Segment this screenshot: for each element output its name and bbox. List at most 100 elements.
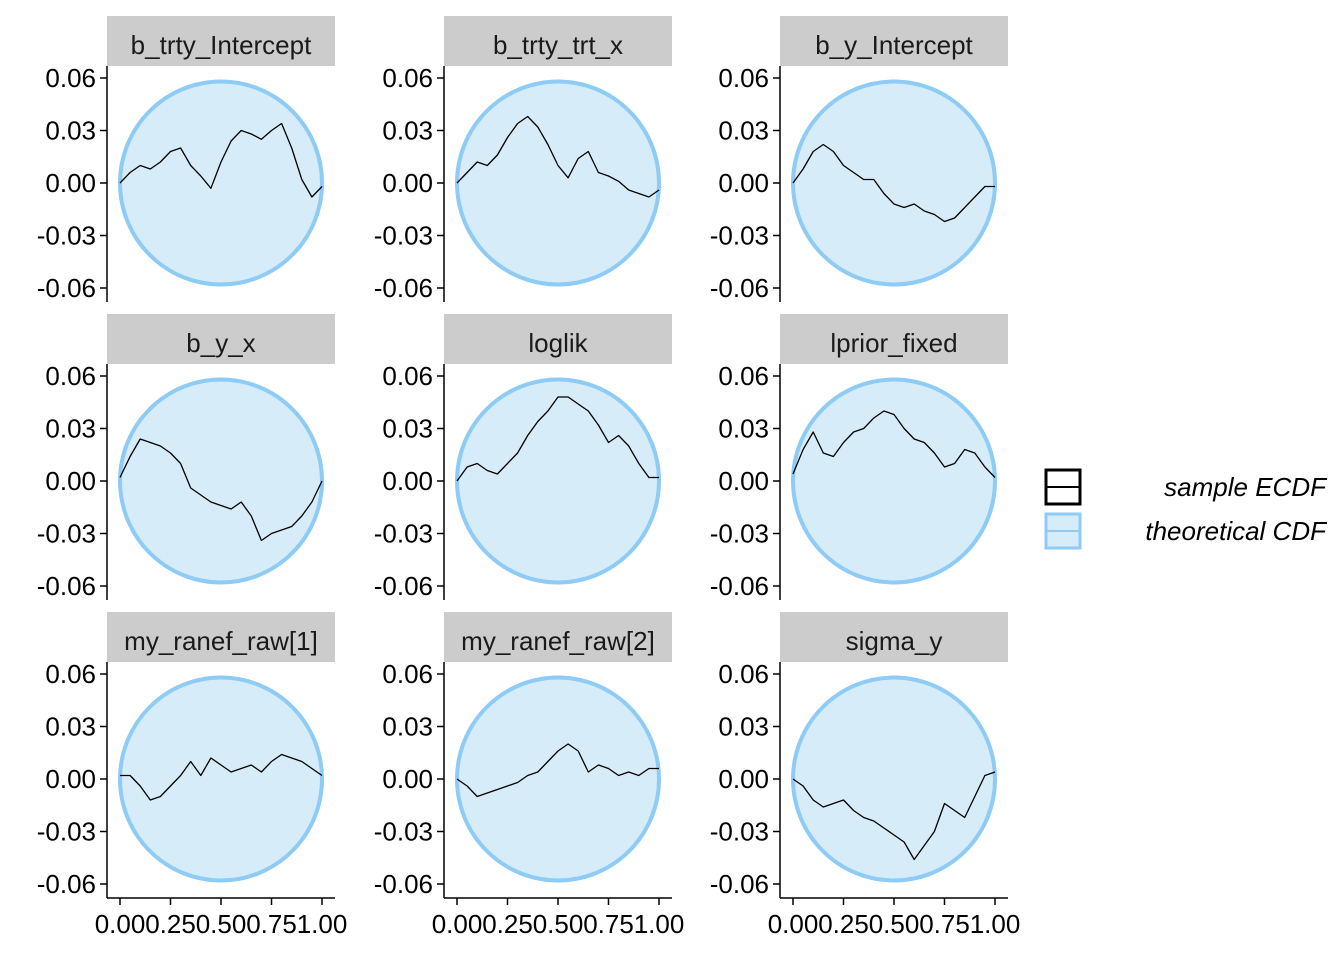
y-tick-label: 0.06 xyxy=(45,659,96,689)
y-tick-label: 0.00 xyxy=(45,466,96,496)
x-tick-label: 0.00 xyxy=(432,909,483,939)
legend-item-cdf: theoretical CDF xyxy=(1044,512,1328,550)
y-tick-label: -0.06 xyxy=(710,571,769,601)
y-tick-label: 0.00 xyxy=(718,764,769,794)
facet-label: my_ranef_raw[1] xyxy=(124,626,318,656)
y-tick-label: -0.06 xyxy=(37,571,96,601)
y-tick-label: 0.03 xyxy=(45,116,96,146)
legend-label: sample ECDF xyxy=(1164,472,1328,502)
y-tick-label: 0.06 xyxy=(718,659,769,689)
facet-label: sigma_y xyxy=(846,626,943,656)
legend-item-ecdf: sample ECDF xyxy=(1044,468,1328,506)
y-tick-label: -0.06 xyxy=(374,869,433,899)
theoretical-cdf-band xyxy=(791,79,997,287)
facet-strip xyxy=(107,16,335,66)
y-tick-label: 0.03 xyxy=(45,414,96,444)
facet-label: b_y_Intercept xyxy=(815,30,973,60)
sample-ecdf-line xyxy=(120,753,323,801)
y-tick-label: 0.06 xyxy=(45,361,96,391)
x-tick-label: 0.50 xyxy=(533,909,584,939)
y-tick-label: -0.06 xyxy=(37,869,96,899)
sample-ecdf-line xyxy=(792,771,996,861)
panel-9: sigma_y-0.06-0.030.000.030.060.00 0.25 0.5… xyxy=(710,612,1020,939)
y-tick-label: 0.03 xyxy=(382,712,433,742)
theoretical-cdf-band xyxy=(118,79,324,287)
y-tick-label: -0.06 xyxy=(374,273,433,303)
facet-label: b_trty_Intercept xyxy=(131,30,312,60)
y-tick-label: 0.03 xyxy=(718,414,769,444)
panel-4: b_y_x -0.06 -0.03 0.00 0.03 0.06 xyxy=(37,314,335,601)
panel-6: lprior_fixed -0.06 -0.03 0.00 0.03 0.06 xyxy=(710,314,1008,601)
y-tick-label: 0.06 xyxy=(718,63,769,93)
x-tick-label: 0.00 xyxy=(768,909,819,939)
theoretical-cdf-band xyxy=(791,675,997,883)
y-tick-label: 0.06 xyxy=(382,63,433,93)
facet-label: my_ranef_raw[2] xyxy=(461,626,655,656)
x-tick-label: 0.50 xyxy=(196,909,247,939)
facet-strip xyxy=(780,16,1008,66)
y-tick-label: -0.03 xyxy=(37,221,96,251)
theoretical-cdf-band xyxy=(455,79,661,287)
facet-label: b_trty_trt_x xyxy=(493,30,623,60)
sample-ecdf-line xyxy=(456,115,660,198)
facet-strip xyxy=(444,612,672,662)
x-tick-label: 0.25 xyxy=(818,909,869,939)
y-tick-label: -0.03 xyxy=(37,817,96,847)
y-tick-label: 0.00 xyxy=(45,168,96,198)
y-tick-label: 0.00 xyxy=(718,466,769,496)
y-tick-label: 0.03 xyxy=(382,116,433,146)
x-tick-label: 0.25 xyxy=(145,909,196,939)
y-tick-label: 0.06 xyxy=(45,63,96,93)
x-tick-label: 1.00 xyxy=(297,909,348,939)
facet-label: b_y_x xyxy=(186,328,255,358)
y-tick-label: 0.03 xyxy=(45,712,96,742)
y-tick-label: 0.06 xyxy=(382,659,433,689)
legend: sample ECDF theoretical CDF xyxy=(1044,468,1328,550)
y-tick-label: -0.03 xyxy=(710,519,769,549)
panel-3: b_y_Intercept -0.06 -0.03 0.00 0.03 0.06 xyxy=(710,16,1008,303)
y-tick-label: -0.03 xyxy=(374,519,433,549)
panel-5: loglik -0.06 -0.03 0.00 0.03 0.06 xyxy=(374,314,672,601)
panel-8: my_ranef_raw[2] -0.06 -0.03 0.00 0.03 0.06 0.0… xyxy=(374,612,685,939)
legend-label: theoretical CDF xyxy=(1145,516,1328,546)
y-tick-label: 0.00 xyxy=(382,168,433,198)
facet-strip xyxy=(107,612,335,662)
y-tick-label: 0.03 xyxy=(382,414,433,444)
y-tick-label: -0.06 xyxy=(374,571,433,601)
theoretical-cdf-band xyxy=(118,377,324,585)
x-tick-label: 0.00 xyxy=(95,909,146,939)
facet-strip xyxy=(444,314,672,364)
y-tick-label: -0.06 xyxy=(710,869,769,899)
x-tick-label: 1.00 xyxy=(634,909,685,939)
sample-ecdf-line xyxy=(119,438,323,542)
y-tick-label: -0.03 xyxy=(710,221,769,251)
y-tick-label: -0.03 xyxy=(37,519,96,549)
sample-ecdf-line xyxy=(456,396,659,482)
y-tick-label: 0.00 xyxy=(718,168,769,198)
sample-ecdf-line xyxy=(456,743,659,798)
y-tick-label: -0.06 xyxy=(37,273,96,303)
y-tick-label: 0.06 xyxy=(382,361,433,391)
x-tick-label: 0.50 xyxy=(869,909,920,939)
sample-ecdf-line xyxy=(792,143,995,223)
y-tick-label: 0.00 xyxy=(382,764,433,794)
panel-7: my_ranef_raw[1] -0.06 -0.03 0.00 0.03 0.06 0.0… xyxy=(37,612,348,939)
y-tick-label: -0.03 xyxy=(710,817,769,847)
y-tick-label: 0.03 xyxy=(718,712,769,742)
facet-label: lprior_fixed xyxy=(830,328,957,358)
panel-2: b_trty_trt_x -0.06 -0.03 0.00 0.03 0.06 xyxy=(374,16,672,303)
theoretical-cdf-band xyxy=(455,377,661,585)
y-tick-label: -0.03 xyxy=(374,817,433,847)
x-tick-label: 0.25 xyxy=(482,909,533,939)
y-tick-label: -0.06 xyxy=(710,273,769,303)
facet-strip xyxy=(780,314,1008,364)
facet-strip xyxy=(780,612,1008,662)
y-tick-label: -0.03 xyxy=(374,221,433,251)
facet-strip xyxy=(444,16,672,66)
facet-label: loglik xyxy=(528,328,588,358)
y-tick-label: 0.00 xyxy=(382,466,433,496)
x-tick-label: 0.75 xyxy=(583,909,634,939)
x-tick-label: 0.75 xyxy=(246,909,297,939)
sample-ecdf-line xyxy=(792,410,996,478)
